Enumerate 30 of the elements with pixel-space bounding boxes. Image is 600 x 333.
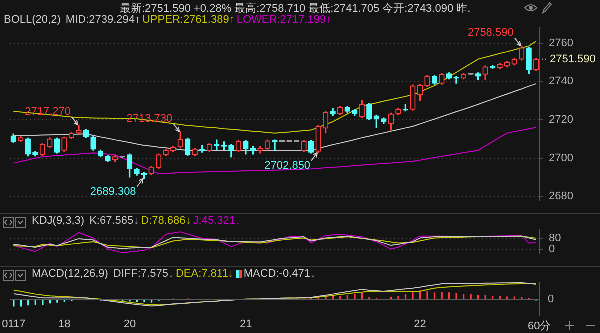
annotation: 2702.850	[264, 160, 311, 172]
y-tick-label: 0	[549, 243, 556, 256]
y-tick-label: 2700	[549, 152, 574, 164]
legend-title: KDJ(9,3,3)	[32, 215, 85, 227]
x-tick-label: 22	[414, 318, 426, 330]
series-label: J:45.321↓	[193, 215, 241, 227]
x-tick-label: 21	[240, 318, 252, 330]
series-label: D:78.686↓	[141, 215, 192, 227]
annotation: 2689.308	[90, 186, 136, 198]
text: MID:2739.294↑	[66, 14, 140, 26]
y-tick-label: 80	[549, 232, 562, 244]
y-tick-label: 2760	[549, 37, 574, 50]
x-tick-label: 18	[58, 318, 71, 330]
text: 60分	[528, 320, 552, 333]
text: 2751.590	[550, 53, 596, 66]
annotation: 2758.590	[468, 27, 514, 40]
text: LOWER:2717.199↑	[236, 14, 332, 26]
y-tick-label: 2720	[549, 114, 574, 126]
series-label: DEA:7.811↓	[176, 268, 234, 280]
y-tick-label: 2740	[549, 76, 574, 88]
y-tick-label: 2680	[549, 190, 574, 203]
series-label: K:67.565↓	[90, 215, 140, 227]
legend-title: BOLL(20,2)	[4, 14, 61, 26]
legend-title: MACD(12,26,9)	[32, 268, 108, 280]
x-tick-label: 0117	[2, 318, 26, 330]
x-tick-label: 20	[124, 318, 136, 330]
chart-title: 最新:2751.590 +0.28% 最高:2758.710 最低:2741.705 今开:2743.090 昨.	[120, 2, 471, 15]
legend-label: MACD:-0.471↓	[244, 268, 316, 280]
series-label: DIFF:7.575↓	[113, 268, 174, 280]
text: UPPER:2761.389↑	[142, 14, 235, 26]
